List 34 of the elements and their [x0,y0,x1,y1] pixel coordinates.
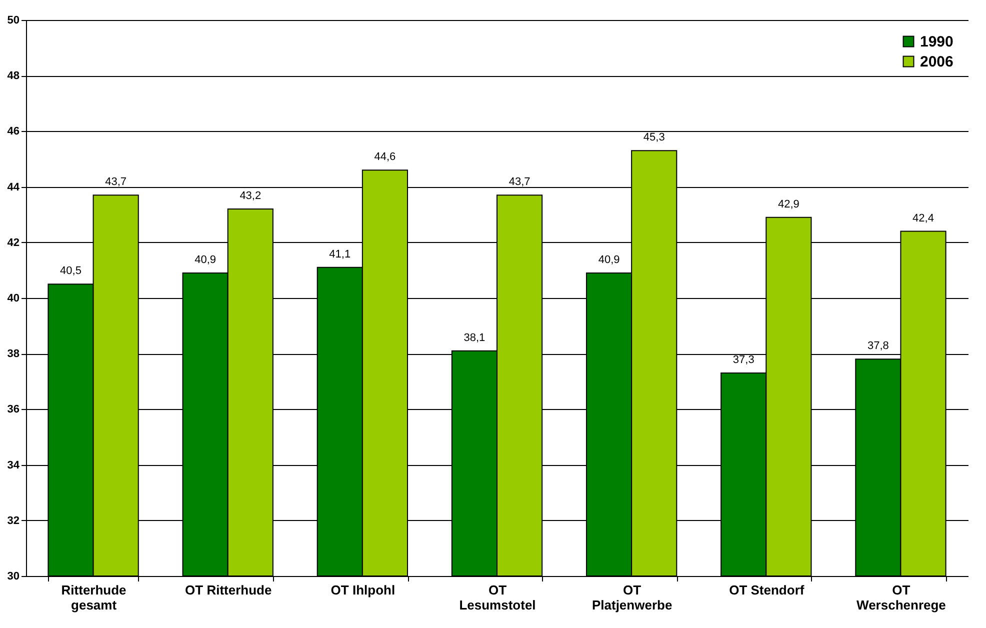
y-tick-label: 34 [7,459,20,472]
data-label: 45,3 [643,132,665,144]
data-label: 44,6 [374,151,396,164]
y-tick-label: 40 [7,292,20,304]
data-label: 41,1 [329,248,351,260]
y-tick-label: 32 [7,514,20,527]
x-tick-label: OT Lesumstotel [459,582,536,612]
y-tick-label: 48 [7,70,20,82]
legend-label: 2006 [920,54,954,70]
y-tick-label: 50 [7,14,20,26]
y-tick-label: 30 [7,570,20,582]
data-label: 37,3 [732,354,754,366]
data-label: 42,4 [912,212,934,224]
data-label: 43,2 [240,190,262,202]
data-label: 37,8 [867,340,889,352]
y-tick-label: 36 [7,404,20,416]
y-tick-label: 38 [7,348,20,360]
data-label: 40,9 [598,254,620,266]
x-tick-label: Ritterhude gesamt [61,582,126,612]
data-label: 38,1 [464,332,486,344]
data-label: 43,7 [105,176,127,188]
x-tick-label: OT Ihlpohl [330,582,396,598]
data-label: 40,9 [194,254,216,266]
x-tick-label: OT Stendorf [729,582,805,598]
legend-label: 1990 [920,34,954,50]
y-tick-label: 42 [7,236,20,249]
y-tick-label: 46 [7,126,20,138]
x-tick-label: OT Platjenwerbe [592,582,672,612]
x-tick-label: OT Werschenrege [856,582,946,612]
data-label: 40,5 [60,265,82,278]
y-tick-label: 44 [7,181,20,194]
data-label: 42,9 [778,198,800,210]
x-tick-label: OT Ritterhude [185,582,272,598]
data-label: 43,7 [508,176,530,188]
